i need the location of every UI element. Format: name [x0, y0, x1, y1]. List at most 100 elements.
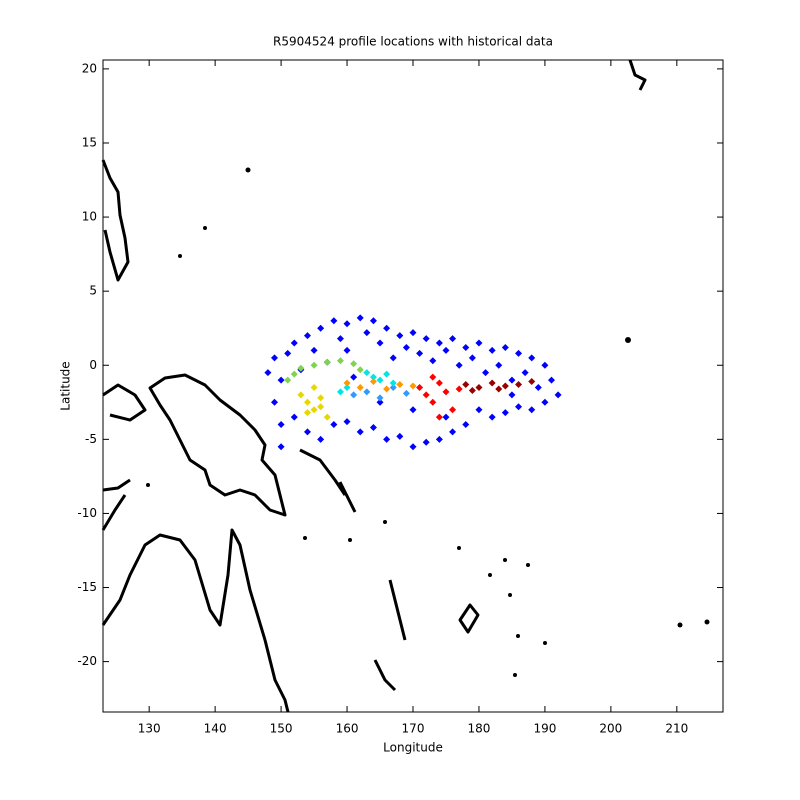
x-axis-label: Longitude [383, 741, 443, 755]
point [350, 360, 358, 368]
point [297, 364, 305, 372]
coastline [628, 59, 647, 91]
point [383, 324, 391, 332]
point [416, 383, 424, 391]
point [317, 394, 325, 402]
point [376, 339, 384, 347]
y-tick-label: 0 [89, 358, 97, 372]
point [317, 324, 325, 332]
point [284, 376, 292, 384]
x-tick-label: 180 [468, 722, 491, 736]
point [330, 421, 338, 429]
point [376, 398, 384, 406]
point [343, 379, 351, 387]
point [528, 378, 536, 386]
point [475, 383, 483, 391]
point [402, 389, 410, 397]
point [350, 373, 358, 381]
point [409, 406, 417, 414]
point [310, 346, 318, 354]
point [435, 339, 443, 347]
point [468, 354, 476, 362]
point [356, 383, 364, 391]
point [336, 388, 344, 396]
point [541, 398, 549, 406]
point [416, 349, 424, 357]
coastline [458, 603, 480, 634]
x-tick-label: 130 [138, 722, 161, 736]
point [449, 406, 457, 414]
point [515, 403, 523, 411]
point [343, 320, 351, 328]
y-tick-label: 10 [82, 210, 97, 224]
point [383, 385, 391, 393]
y-tick-label: 20 [82, 61, 97, 75]
coastline [101, 528, 290, 713]
point [336, 357, 344, 365]
point [501, 343, 509, 351]
point [462, 421, 470, 429]
point [343, 346, 351, 354]
point [402, 343, 410, 351]
x-tick-label: 160 [336, 722, 359, 736]
point [383, 435, 391, 443]
point [310, 406, 318, 414]
point [343, 418, 351, 426]
islands [146, 167, 710, 677]
point [356, 366, 364, 374]
point [369, 373, 377, 381]
point [521, 369, 529, 377]
point [396, 381, 404, 389]
point [422, 438, 430, 446]
point [528, 354, 536, 362]
point [317, 403, 325, 411]
point [508, 376, 516, 384]
point [343, 383, 351, 391]
y-tick-label: 5 [89, 284, 97, 298]
point [488, 346, 496, 354]
point [369, 378, 377, 386]
point [435, 413, 443, 421]
y-tick-label: -10 [77, 506, 97, 520]
point [429, 373, 437, 381]
point [303, 409, 311, 417]
point [442, 346, 450, 354]
point [317, 435, 325, 443]
point [389, 354, 397, 362]
point [429, 357, 437, 365]
point [422, 391, 430, 399]
point [488, 379, 496, 387]
point [442, 413, 450, 421]
point [303, 398, 311, 406]
point [290, 413, 298, 421]
point [409, 329, 417, 337]
y-tick-label: -15 [77, 580, 97, 594]
point [310, 361, 318, 369]
point [501, 409, 509, 417]
point [495, 385, 503, 393]
point [290, 339, 298, 347]
point [369, 317, 377, 325]
point [455, 361, 463, 369]
point [488, 413, 496, 421]
point [435, 379, 443, 387]
x-tick-label: 190 [533, 722, 556, 736]
coastline [101, 159, 130, 282]
point [508, 391, 516, 399]
point [323, 413, 331, 421]
point [435, 435, 443, 443]
point [409, 443, 417, 451]
point [409, 382, 417, 390]
point [277, 443, 285, 451]
point [376, 376, 384, 384]
point [383, 370, 391, 378]
point [422, 335, 430, 343]
point [515, 381, 523, 389]
point [376, 394, 384, 402]
point [297, 391, 305, 399]
point [277, 376, 285, 384]
point [310, 383, 318, 391]
point [389, 379, 397, 387]
point [303, 332, 311, 340]
